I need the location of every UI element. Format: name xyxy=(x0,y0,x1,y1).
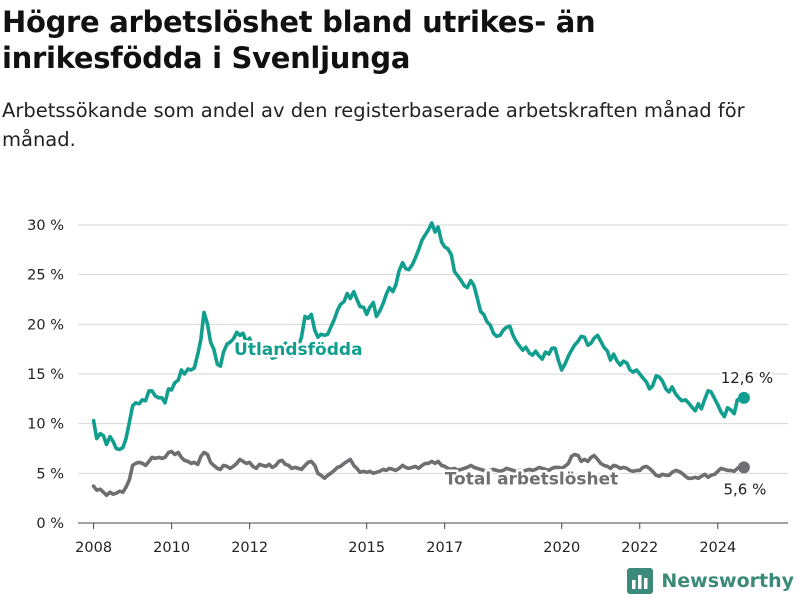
series-label-utlandsfodda: Utlandsfödda xyxy=(234,340,363,360)
series-line-total xyxy=(91,449,746,497)
x-tick-label: 2012 xyxy=(231,540,268,556)
y-tick-label: 30 % xyxy=(27,218,64,234)
series-end-point xyxy=(737,391,750,404)
y-tick-label: 5 % xyxy=(36,466,64,482)
y-tick-label: 15 % xyxy=(27,367,64,383)
chart-subtitle: Arbetssökande som andel av den registerb… xyxy=(2,99,745,151)
x-tick-label: 2024 xyxy=(699,540,736,556)
x-tick-label: 2010 xyxy=(153,540,190,556)
chart-title: Högre arbetslöshet bland utrikes- än inr… xyxy=(2,5,596,75)
x-tick-label: 2017 xyxy=(426,540,463,556)
x-tick-label: 2015 xyxy=(348,540,385,556)
brand-name: Newsworthy xyxy=(661,570,794,592)
x-tick-label: 2020 xyxy=(543,540,580,556)
brand-logo: Newsworthy xyxy=(627,568,794,594)
series-labels: Utlandsfödda Total arbetslöshet 12,6 % 5,6 … xyxy=(232,338,776,501)
y-tick-label: 10 % xyxy=(27,417,64,433)
bar-chart-logo-icon xyxy=(627,568,654,594)
series-end-point xyxy=(737,461,750,474)
axes: 0 % 5 % 10 % 15 % 20 % 25 % 30 % 2008 2010 2012 20… xyxy=(27,218,736,556)
series-label-total: Total arbetslöshet xyxy=(445,469,619,489)
end-value-label: 12,6 % xyxy=(721,369,773,387)
y-tick-label: 25 % xyxy=(27,268,64,284)
y-tick-label: 0 % xyxy=(36,516,64,532)
end-value-label: 5,6 % xyxy=(723,480,766,498)
x-tick-label: 2008 xyxy=(75,540,112,556)
x-tick-label: 2022 xyxy=(621,540,658,556)
y-tick-label: 20 % xyxy=(27,317,64,333)
series-line-utlandsfodda xyxy=(91,221,746,452)
series-lines xyxy=(91,221,750,497)
